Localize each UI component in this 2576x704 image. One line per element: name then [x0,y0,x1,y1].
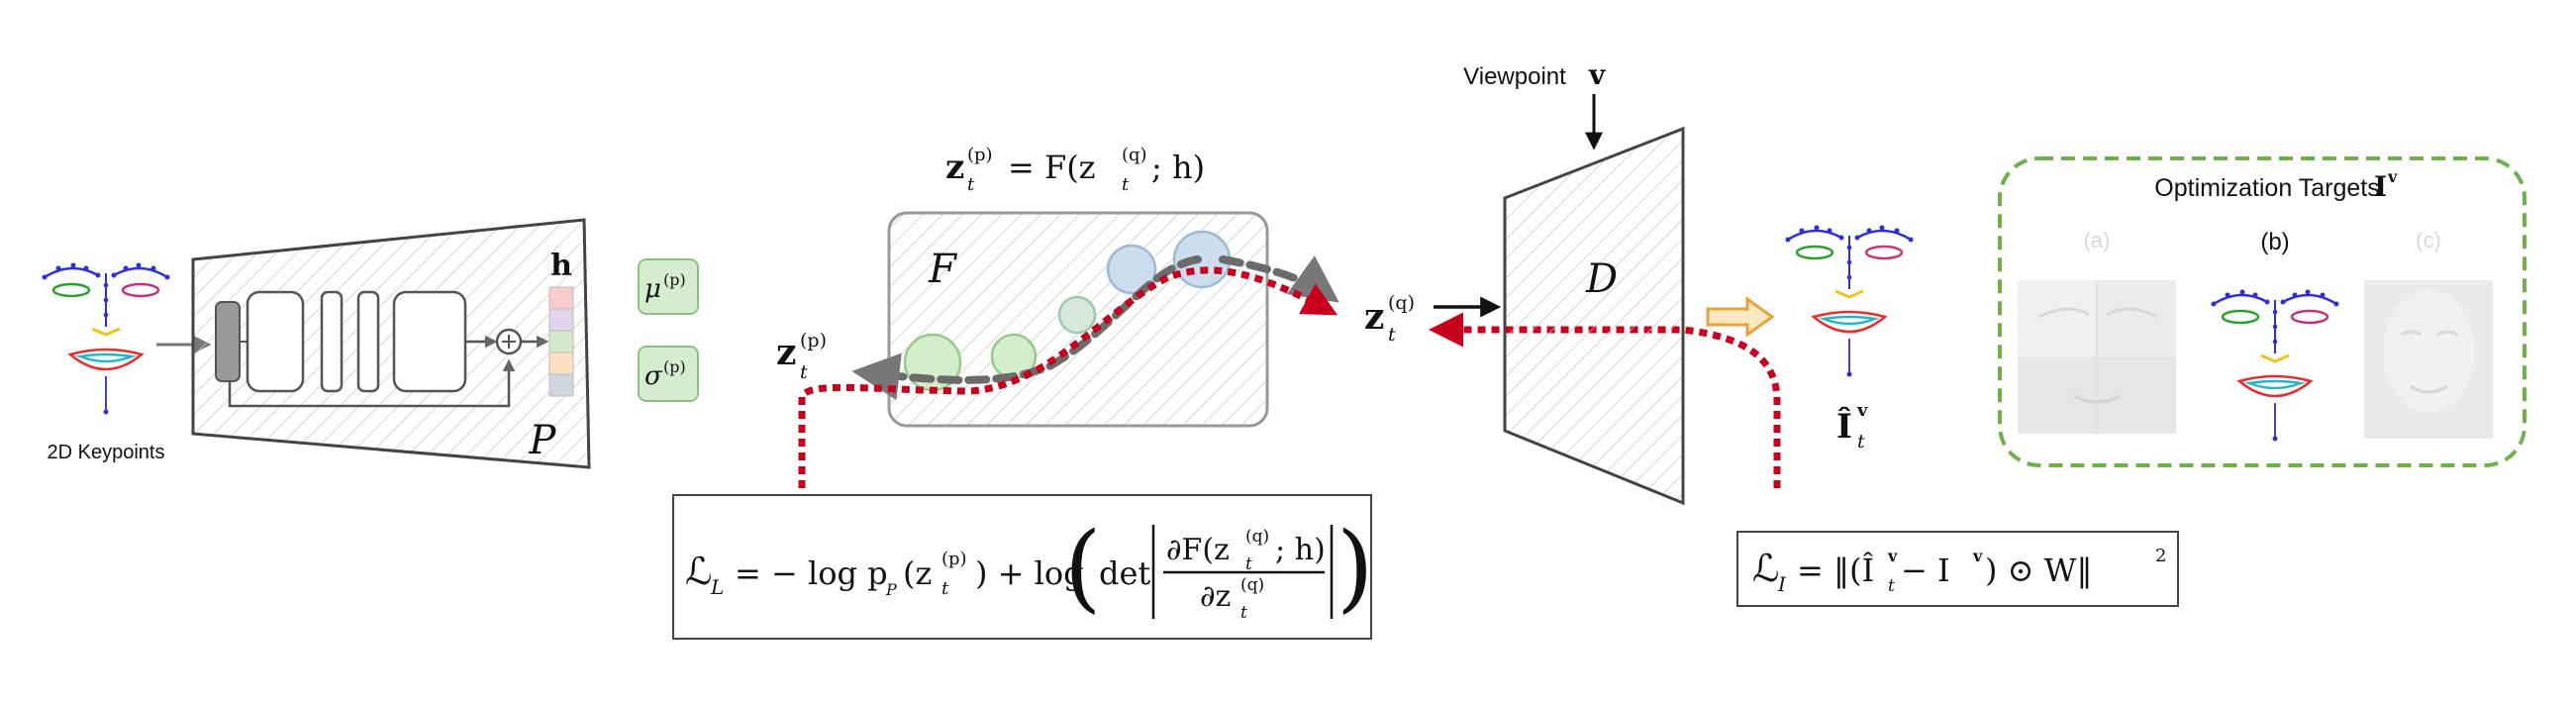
output-keypoints [1784,224,1915,378]
latent-loss-denominator: ∂z [1200,579,1231,614]
z-p-var: z [776,332,796,373]
latent-loss-text-1-sub: P [885,580,897,599]
image-loss-text: = ‖(Î [1797,552,1874,589]
latent-loss-lhs-sub: L [710,575,724,599]
decoder-output-arrow [1706,296,1775,338]
viewpoint-label: Viewpoint [1463,63,1566,90]
latent-loss-text-1: = − log p [735,554,888,592]
latent-loss-box [672,494,1372,640]
latent-loss-red-path [798,266,1338,488]
latent-loss-numerator-sup: (q) [1245,527,1269,547]
target-c-label: (c) [2416,228,2441,252]
image-loss-text-3-sup: 2 [2155,546,2166,566]
flow-equation-lhs-sup: (p) [967,145,993,165]
encoder-p [191,218,591,469]
output-i-hat-label: Î v t [1836,400,1868,453]
latent-loss-text-2-sub: t [941,578,949,599]
image-loss-text-sup: v [1887,547,1898,565]
output-i-hat: Î [1836,406,1852,447]
image-loss-text-sub: t [1888,576,1895,596]
image-loss-box [1736,531,2179,607]
flow-gray-forward-path [1219,255,1339,303]
latent-loss-text-2: (z [903,554,932,592]
flow-equation-lhs-sub: t [967,174,975,195]
target-c-image [2364,280,2493,439]
target-a-label: (a) [2084,228,2111,252]
latent-h-label: h [550,249,572,283]
image-loss-lhs: ℒ [1752,547,1779,590]
sigma-label: σ [644,361,663,391]
latent-loss-numerator-sub: t [1245,554,1252,574]
targets-title-sup: v [2387,167,2398,186]
sigma-box: σ (p) [638,346,699,402]
input-keypoints [41,261,171,416]
decoder-d [1503,126,1685,506]
latent-loss-denominator-sup: (q) [1240,575,1264,595]
latent-loss-denominator-sub: t [1240,603,1247,623]
latent-loss-numerator-tail: ; h) [1275,533,1326,567]
target-b-label: (b) [2260,229,2289,255]
latent-loss-text-2-sup: (p) [941,549,967,569]
target-a-image [2018,280,2176,434]
input-keypoints-label: 2D Keypoints [48,442,165,463]
viewpoint-var: v [1588,58,1606,91]
targets-title-i: I [2374,170,2387,203]
decoder-d-label: D [1585,256,1618,302]
latent-loss-lhs: ℒ [685,550,712,593]
sigma-sup: (p) [663,357,686,376]
latent-loss-equation: ℒ L = − log p P (z (p) t ) + log ( det ∂… [685,512,1373,623]
latent-h-bar [548,286,574,397]
output-i-hat-sub: t [1857,431,1865,453]
z-p-sub: t [800,361,808,383]
z-q-sub: t [1388,324,1396,346]
latent-loss-text-3: ) + log [975,554,1084,592]
latent-loss-numerator: ∂F(z [1166,533,1230,567]
z-p-sup: (p) [800,330,827,352]
z-q-label: z (q) t [1364,292,1415,346]
image-loss-equation: ℒ I = ‖(Î v t − I v ) ⊙ W‖ 2 [1752,546,2166,596]
targets-title-var: I v [2374,167,2398,203]
image-loss-text-2-sup: v [1972,547,1983,565]
latent-loss-left-paren: ( [1064,512,1101,623]
targets-title: Optimization Targets [2154,174,2379,202]
image-loss-red-path [1429,312,1781,488]
flow-gray-backward-path [851,255,1202,401]
flow-equation-rhs-sub: t [1122,174,1130,195]
image-loss-text-2: − I [1901,552,1950,589]
flow-equation-rhs: = F(z [1008,149,1096,186]
flow-equation-rhs-sup: (q) [1122,145,1147,165]
flow-equation-tail: ; h) [1151,149,1205,186]
latent-loss-right-paren: ) [1337,512,1373,623]
flow-equation-lhs: z [945,148,964,187]
image-loss-lhs-sub: I [1777,572,1787,596]
z-q-var: z [1364,296,1384,338]
mu-sup: (p) [663,270,686,289]
mu-box: μ (p) [638,258,699,315]
encoder-p-label: P [529,418,557,463]
image-loss-text-3: ) ⊙ W‖ [1985,552,2093,589]
flow-equation: z (p) t = F(z (q) t ; h) [945,145,1205,195]
mu-label: μ [644,274,661,304]
z-q-sup: (q) [1388,292,1415,314]
flow-f-label: F [928,247,957,292]
latent-loss-det: det [1099,554,1150,592]
output-i-hat-sup: v [1856,400,1868,421]
z-p-label: z (p) t [776,330,827,383]
